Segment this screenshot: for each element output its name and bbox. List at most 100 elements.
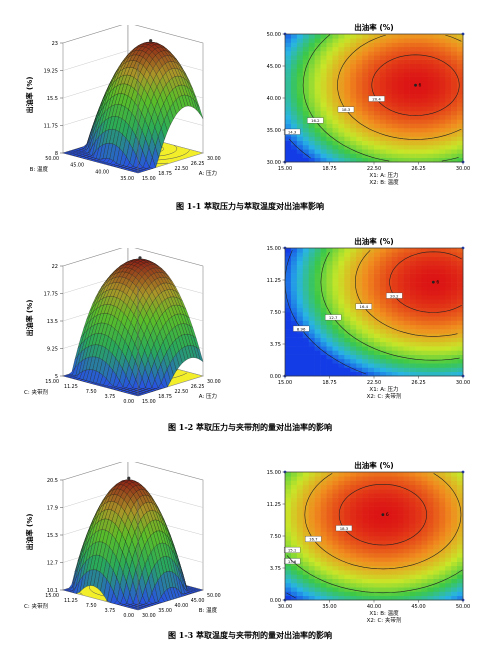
heatmap-cell (451, 557, 458, 562)
heatmap-cell (308, 570, 315, 575)
heatmap-cell (320, 595, 327, 601)
heatmap-cell (433, 106, 440, 112)
heatmap-cell (421, 472, 428, 477)
heatmap-cell (290, 484, 298, 490)
heatmap-cell (421, 119, 428, 124)
heatmap-cell (451, 540, 458, 545)
contour-label-box (368, 95, 385, 102)
heatmap-cell (302, 89, 310, 95)
heatmap-cell (296, 595, 304, 601)
heatmap-cell (415, 346, 422, 351)
heatmap-cell (332, 527, 339, 533)
heatmap-cell (409, 286, 416, 291)
heatmap-cell (290, 367, 298, 373)
heatmap-cell (409, 337, 416, 343)
heatmap-cell (385, 46, 393, 52)
heatmap-cell (285, 536, 292, 541)
heatmap-cell (379, 110, 387, 116)
heatmap-cell (457, 544, 464, 550)
heatmap-cell (362, 346, 369, 351)
z-tick-label: 8 (55, 151, 58, 157)
heatmap-cell (451, 273, 458, 279)
heatmap-cell (397, 127, 404, 133)
heatmap-cell (409, 307, 416, 313)
heatmap-cell (285, 574, 292, 579)
heatmap-cell (403, 578, 410, 584)
heatmap-cell (332, 299, 339, 304)
heatmap-cell (320, 282, 327, 287)
heatmap-cell (439, 548, 446, 554)
heatmap-cell (356, 51, 363, 56)
heatmap-cell (439, 127, 446, 133)
heatmap-cell (379, 127, 387, 133)
heatmap-cell (356, 523, 363, 528)
contour-level-label: 18.3 (342, 107, 351, 112)
heatmap-cell (427, 273, 434, 279)
heatmap-cell (421, 312, 428, 317)
heatmap-cell (374, 472, 381, 477)
heatmap-cell (409, 140, 416, 146)
heatmap-cell (356, 574, 363, 579)
heatmap-cell (344, 476, 351, 481)
heatmap-cell (409, 110, 416, 116)
heatmap-cell (421, 76, 428, 82)
heatmap-cell (391, 144, 399, 150)
heatmap-cell (332, 484, 339, 490)
heatmap-cell (403, 570, 410, 575)
heatmap-cell (397, 350, 404, 355)
heatmap-cell (290, 51, 298, 56)
heatmap-cell (326, 55, 333, 60)
heatmap-cell (427, 80, 434, 86)
contour-label-box (283, 128, 301, 135)
heatmap-cell (403, 102, 410, 107)
heatmap-cell (451, 136, 458, 141)
heatmap-cell (439, 140, 446, 146)
heatmap-cell (320, 565, 327, 571)
heatmap-cell (457, 565, 464, 571)
heatmap-cell (457, 367, 464, 373)
heatmap-cell (403, 132, 410, 137)
heatmap-cell (403, 595, 410, 601)
heatmap-cell (415, 320, 422, 326)
heatmap-cell (421, 290, 428, 296)
heatmap-cell (391, 574, 399, 579)
heatmap-cell (409, 565, 416, 571)
heatmap-cell (362, 531, 369, 537)
heatmap-cell (439, 144, 446, 150)
heatmap-cell (385, 363, 393, 368)
heatmap-cell (457, 480, 464, 486)
heatmap-cell (409, 68, 416, 73)
heatmap-cell (320, 574, 327, 579)
heatmap-cell (397, 140, 404, 146)
heatmap-cell (302, 269, 310, 274)
heatmap-cell (356, 316, 363, 321)
heatmap-cell (445, 341, 452, 347)
heatmap-cell (296, 354, 304, 360)
heatmap-cell (415, 312, 422, 317)
heatmap-cell (356, 506, 363, 511)
heatmap-cell (308, 256, 315, 262)
figure-caption-2: 图 1-2 萃取压力与夹带剂的量对出油率的影响 (167, 422, 333, 432)
heatmap-cell (427, 316, 434, 321)
heatmap-cell (368, 72, 375, 77)
contour-lines: 13.615.116.718.3 (283, 473, 463, 599)
heatmap-cell (308, 38, 315, 43)
heatmap-cell (451, 354, 458, 360)
heatmap-cell (427, 501, 434, 507)
heatmap-cell (356, 557, 363, 562)
heatmap-cell (308, 350, 315, 355)
heatmap-cell (296, 493, 304, 498)
heatmap-cell (427, 38, 434, 43)
heatmap-cell (296, 582, 304, 588)
heatmap-cell (356, 119, 363, 124)
heatmap-cell (338, 497, 345, 503)
heatmap-cell (326, 307, 333, 313)
heatmap-cell (368, 127, 375, 133)
heatmap-cell (314, 286, 321, 291)
heatmap-cell (350, 59, 357, 65)
heatmap-cell (374, 523, 381, 528)
heatmap-cell (433, 484, 440, 490)
x-axis-label: A: 压力 (199, 392, 217, 400)
heatmap-cell (296, 89, 304, 95)
heatmap-cell (433, 497, 440, 503)
